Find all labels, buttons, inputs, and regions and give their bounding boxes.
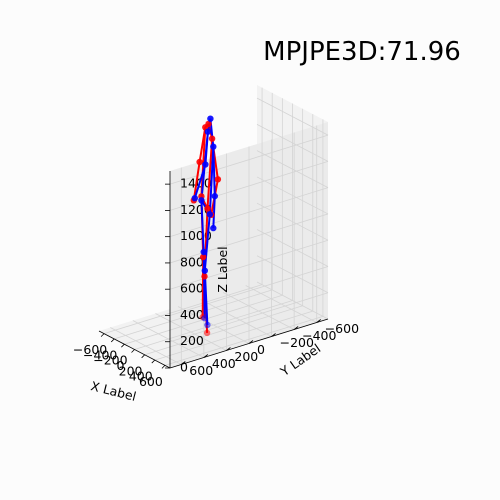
tick-mark — [293, 326, 299, 330]
grid-line — [256, 229, 329, 267]
x-tick-label: 0 — [117, 358, 125, 373]
y-tick-label: 400 — [212, 356, 236, 371]
blue-bone — [202, 251, 206, 319]
z-tick-label: 600 — [180, 281, 204, 296]
grid-line — [256, 202, 329, 241]
grid-line — [256, 281, 329, 320]
tick-mark — [100, 333, 105, 337]
blue-joint-point — [202, 161, 209, 168]
blue-bone — [200, 200, 205, 253]
grid-line — [245, 285, 317, 323]
blue-joint-point — [206, 211, 213, 218]
red-joint-point — [204, 205, 211, 212]
blue-joint-point — [200, 248, 207, 256]
tick-mark — [226, 347, 231, 351]
tick-mark — [316, 319, 321, 323]
tick-mark — [121, 343, 125, 348]
x-tick-label: 200 — [119, 363, 143, 378]
red-bone — [206, 138, 214, 209]
grid-line — [169, 134, 329, 185]
blue-joint-point — [201, 267, 208, 274]
red-joint-point — [196, 158, 203, 166]
x-tick-label: −200 — [93, 353, 127, 368]
y-tick-label: 200 — [234, 349, 258, 364]
tick-mark — [131, 349, 135, 353]
tick-mark — [110, 338, 115, 343]
tick-mark — [203, 354, 209, 358]
blue-joint-point — [210, 224, 217, 232]
z-tick-label: 200 — [180, 333, 204, 348]
z-tick-label: 0 — [180, 360, 188, 375]
x-tick-label: −600 — [73, 342, 107, 357]
grid-line — [256, 176, 329, 215]
z-tick-label: 800 — [180, 254, 204, 269]
grid-line — [256, 150, 329, 189]
y-tick-label: −200 — [280, 335, 314, 350]
grid-line — [169, 213, 329, 264]
z-tick-label: 400 — [180, 307, 204, 322]
grid-line — [169, 292, 329, 343]
grid-line — [155, 313, 227, 351]
blue-bone — [208, 146, 215, 215]
blue-joint-point — [201, 315, 208, 322]
red-joint-point — [208, 135, 216, 142]
tick-mark — [151, 359, 156, 364]
x-tick-label: 600 — [139, 374, 163, 389]
y-tick-label: −600 — [325, 321, 359, 336]
tick-mark — [271, 333, 276, 337]
blue-joint-point — [198, 197, 205, 204]
tick-mark — [141, 354, 145, 359]
blue-joint-point — [211, 192, 218, 200]
grid-line — [110, 327, 182, 365]
grid-line — [256, 97, 329, 136]
z-axis-label: Z Label — [215, 246, 230, 292]
red-joint-point — [201, 273, 208, 280]
tick-mark — [248, 340, 254, 344]
grid-line — [169, 266, 329, 316]
y-tick-label: 600 — [189, 363, 213, 378]
grid-line — [200, 299, 272, 337]
blue-joint-point — [207, 115, 214, 122]
red-joint-point — [214, 176, 222, 183]
y-tick-label: 0 — [257, 342, 265, 357]
blue-joint-point — [191, 195, 198, 202]
grid-line — [256, 255, 329, 294]
red-joint-point — [200, 253, 207, 261]
blue-joint-point — [204, 321, 211, 329]
skeleton-joints — [190, 115, 222, 337]
grid-line — [177, 306, 250, 344]
tick-marks — [100, 183, 321, 369]
y-tick-label: −400 — [302, 328, 336, 343]
blue-joint-point — [210, 143, 217, 150]
grid-lines — [103, 87, 329, 369]
tick-mark — [161, 365, 166, 369]
grid-line — [169, 187, 329, 238]
tick-mark — [181, 361, 186, 365]
blue-bone — [203, 214, 211, 271]
chart-title: MPJPE3D:71.96 — [263, 37, 461, 67]
red-bone — [192, 161, 201, 201]
grid-line — [132, 320, 205, 358]
red-joint-point — [203, 329, 211, 337]
x-tick-label: 400 — [129, 369, 153, 384]
blue-bone — [212, 196, 216, 229]
blue-joint-point — [204, 128, 212, 135]
x-tick-label: −400 — [83, 347, 117, 362]
grid-line — [169, 239, 329, 290]
grid-line — [256, 124, 329, 162]
grid-line — [222, 292, 295, 330]
